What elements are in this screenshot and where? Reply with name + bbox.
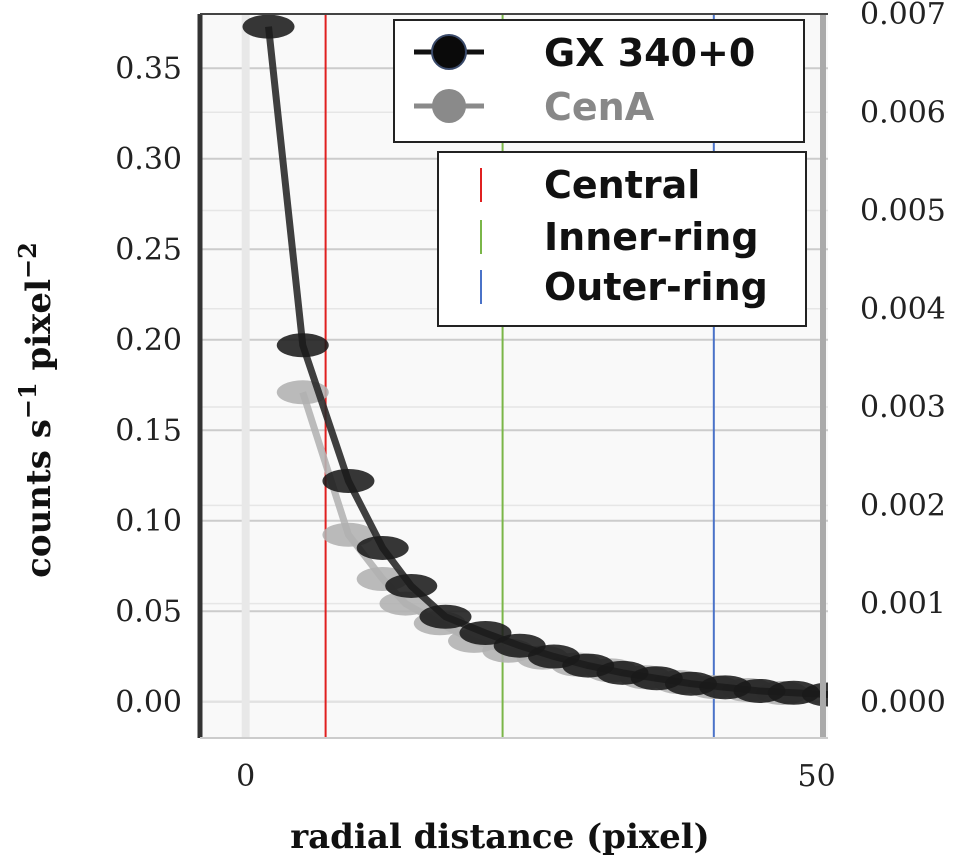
- y-axis-title: counts s−1 pixel−2: [13, 242, 59, 578]
- series-point-gx340-3: [356, 535, 409, 560]
- series-point-gx340-5: [419, 604, 472, 629]
- y-tick-label-2: 0.10: [115, 504, 182, 539]
- y-tick-label-0: 0.00: [115, 685, 182, 720]
- series-point-gx340-0: [242, 14, 295, 39]
- y-tick-labels-right: 0.000 0.001 0.002 0.003 0.004 0.005 0.006 0.007: [860, 0, 946, 720]
- x-tick-label-0: 0: [236, 759, 255, 794]
- series-legend: GX 340+0 CenA: [393, 19, 805, 143]
- series-point-gx340-2: [322, 468, 375, 493]
- legend-inner-label: Inner-ring: [544, 215, 759, 259]
- x-tick-label-1: 50: [797, 759, 835, 794]
- y-tick-label-right-0: 0.000: [860, 685, 946, 720]
- legend-central-label: Central: [544, 163, 700, 207]
- y-tick-label-1: 0.05: [115, 594, 182, 629]
- y-tick-label-7: 0.35: [115, 51, 182, 86]
- legend-gx-marker: [431, 34, 467, 70]
- legend-cena-marker: [432, 89, 466, 123]
- y-axis-title-main: counts s: [19, 419, 59, 578]
- y-tick-label-right-4: 0.004: [860, 292, 946, 327]
- series-layer: [242, 14, 828, 707]
- y-tick-label-3: 0.15: [115, 413, 182, 448]
- legend-cena-label: CenA: [544, 85, 655, 129]
- y-tick-label-right-6: 0.006: [860, 95, 946, 130]
- y-tick-label-right-3: 0.003: [860, 390, 946, 425]
- legend-outer-label: Outer-ring: [544, 265, 768, 309]
- y-tick-label-6: 0.30: [115, 142, 182, 177]
- series-point-cena-3: [379, 591, 432, 616]
- x-axis-title: radial distance (pixel): [290, 817, 710, 857]
- series-point-gx340-4: [385, 573, 438, 598]
- series-point-gx340-16: [802, 682, 828, 707]
- legend-gx-label: GX 340+0: [544, 31, 755, 75]
- y-tick-label-4: 0.20: [115, 323, 182, 358]
- y-axis-title-exp1: −1: [13, 382, 42, 419]
- y-axis-title-mid: pixel: [19, 279, 59, 382]
- y-tick-labels-left: 0.00 0.05 0.10 0.15 0.20 0.25 0.30 0.35: [115, 51, 182, 720]
- region-legend: Central Inner-ring Outer-ring: [437, 151, 807, 327]
- series-point-gx340-1: [276, 333, 329, 358]
- y-tick-label-right-1: 0.001: [860, 587, 946, 622]
- y-tick-label-right-2: 0.002: [860, 488, 946, 523]
- y-tick-label-right-5: 0.005: [860, 194, 946, 229]
- x-tick-labels: 0 50: [236, 759, 836, 794]
- series-point-cena-1: [322, 522, 375, 547]
- region-legend-box: [437, 151, 807, 327]
- y-tick-label-5: 0.25: [115, 232, 182, 267]
- y-axis-title-exp2: −2: [13, 242, 42, 279]
- y-tick-label-right-7: 0.007: [860, 0, 946, 32]
